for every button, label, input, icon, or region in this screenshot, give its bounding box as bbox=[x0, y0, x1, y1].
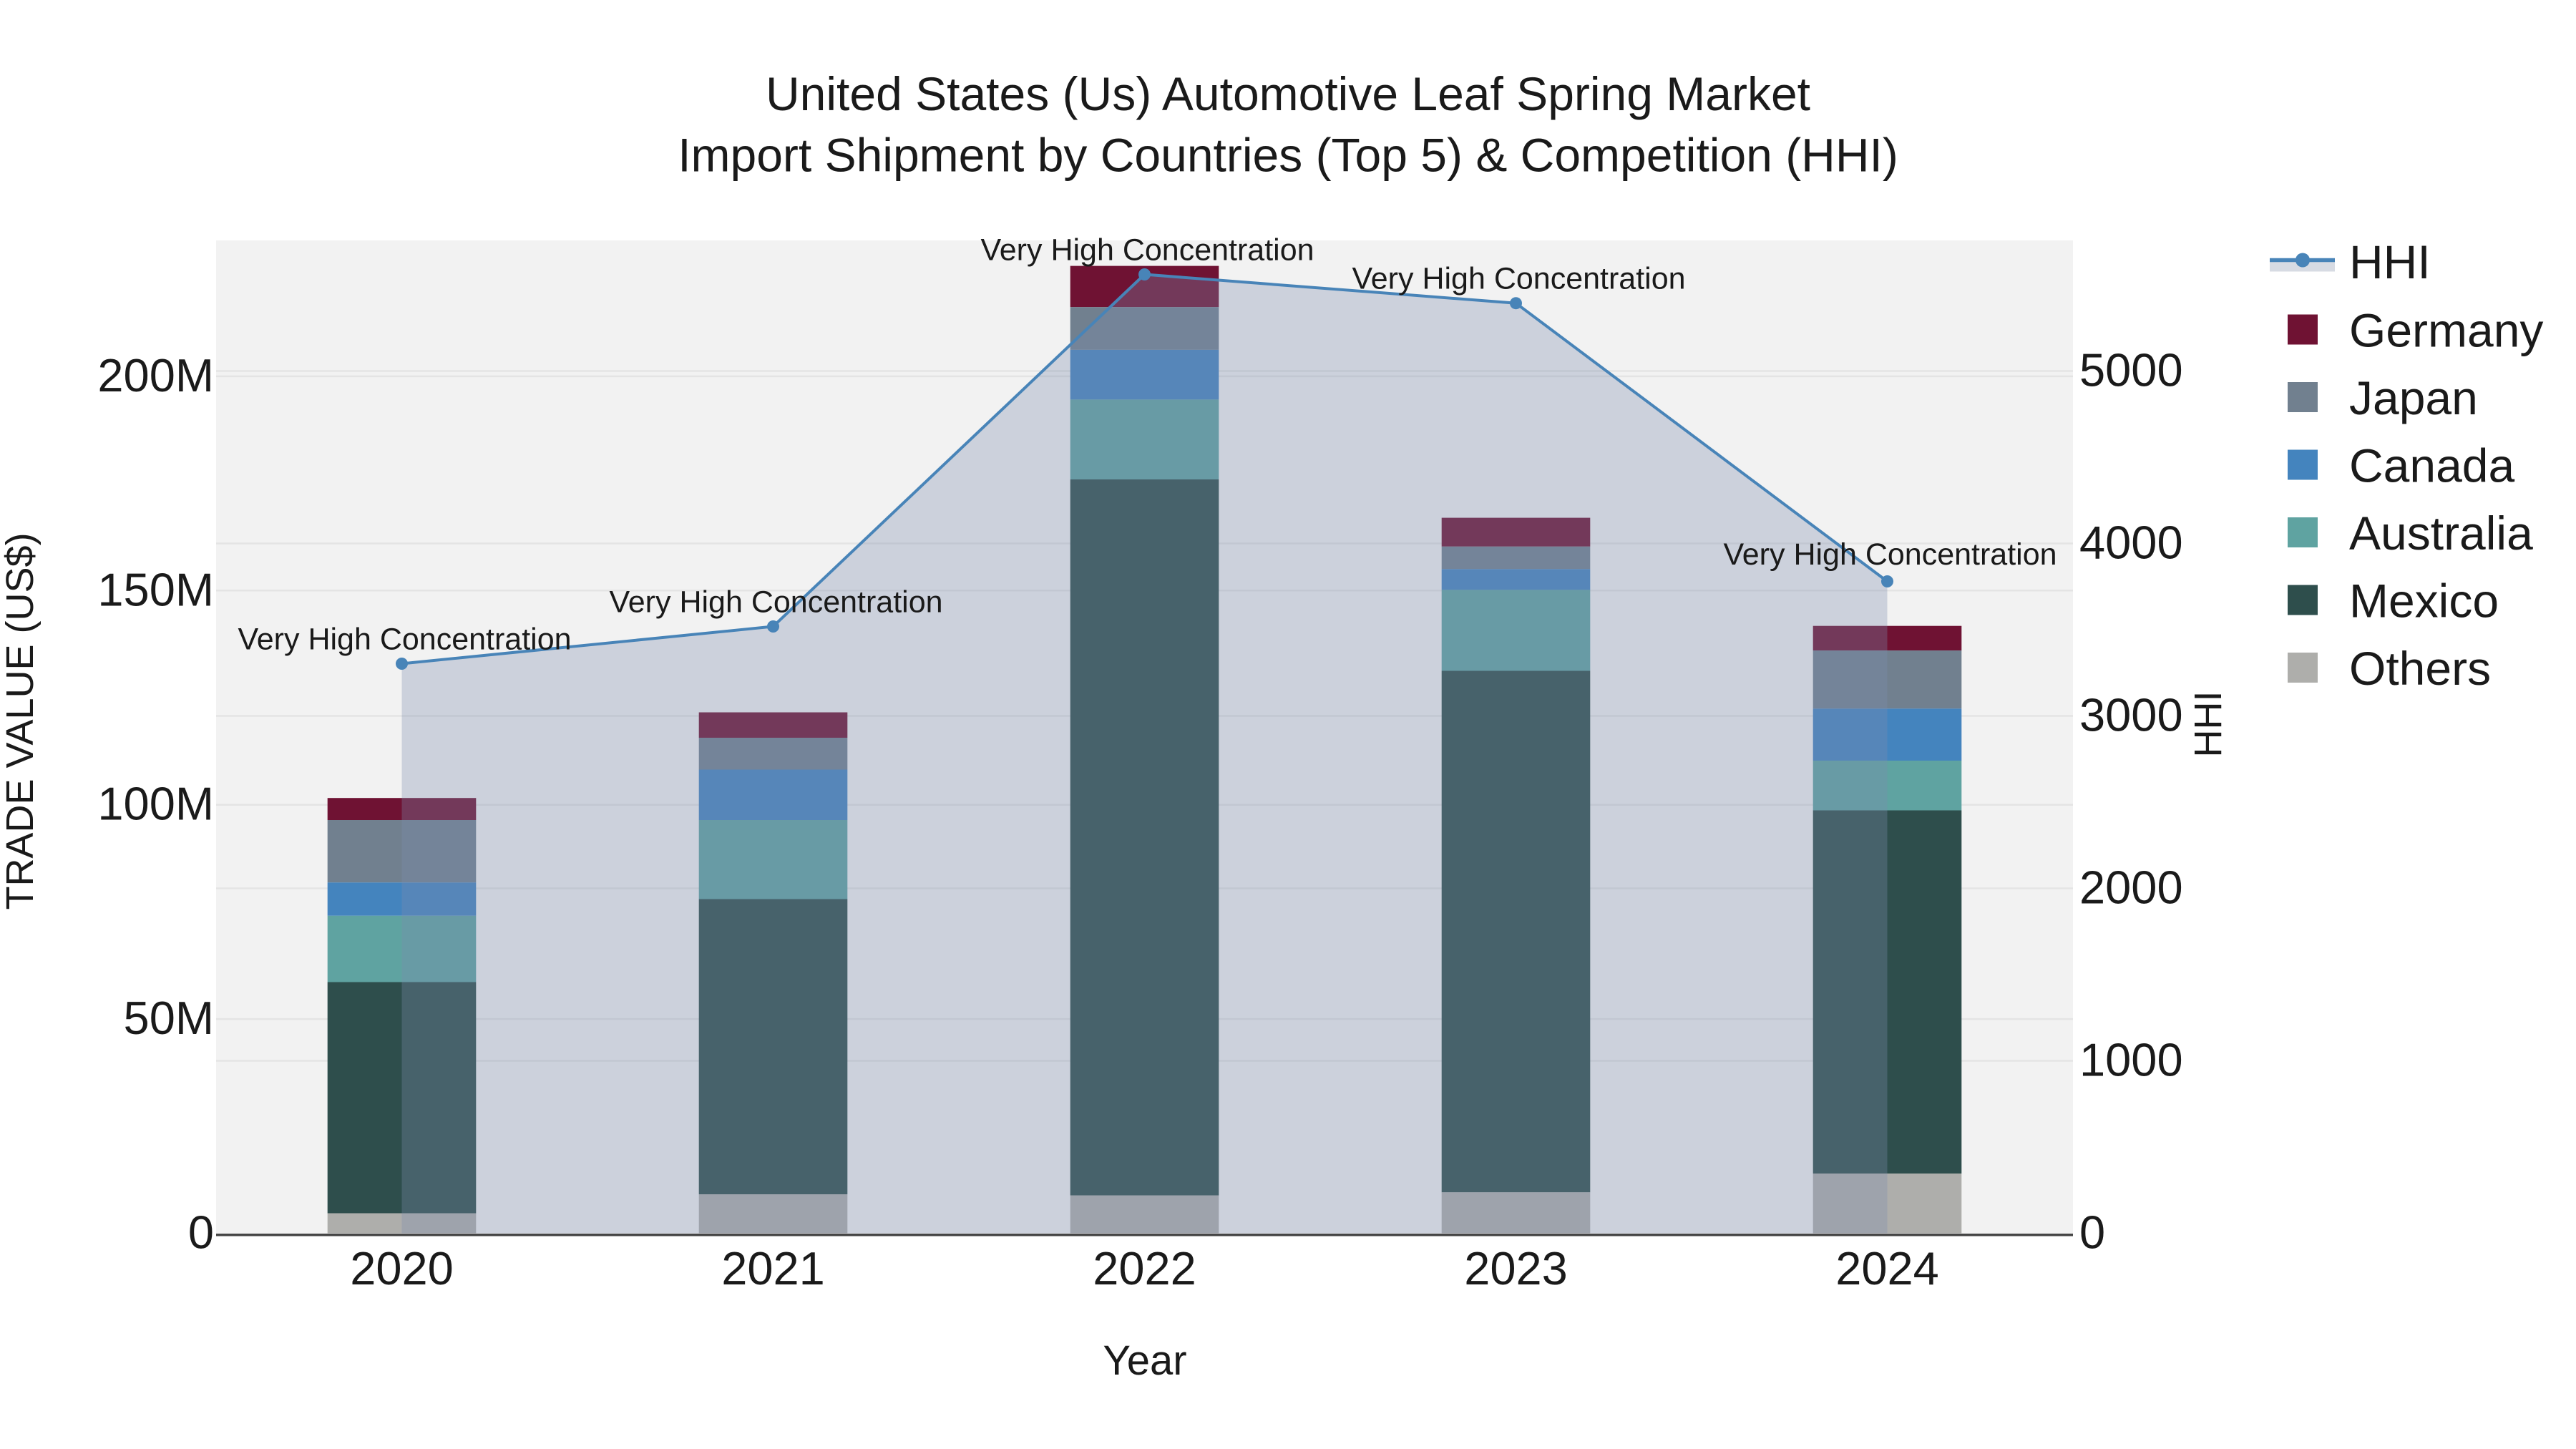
svg-text:Germany: Germany bbox=[2349, 304, 2543, 357]
svg-text:4000: 4000 bbox=[2079, 517, 2183, 569]
svg-text:Very High Concentration: Very High Concentration bbox=[238, 623, 571, 657]
svg-text:2022: 2022 bbox=[1093, 1242, 1196, 1294]
svg-text:0: 0 bbox=[188, 1206, 214, 1259]
svg-text:Very High Concentration: Very High Concentration bbox=[1723, 537, 2057, 572]
svg-text:100M: 100M bbox=[97, 778, 214, 830]
svg-text:150M: 150M bbox=[97, 563, 214, 615]
svg-text:Very High Concentration: Very High Concentration bbox=[609, 585, 942, 620]
svg-text:HHI: HHI bbox=[2187, 691, 2230, 758]
svg-text:Very High Concentration: Very High Concentration bbox=[980, 233, 1314, 268]
svg-text:1000: 1000 bbox=[2079, 1034, 2183, 1086]
svg-text:Year: Year bbox=[1103, 1337, 1186, 1384]
svg-text:Canada: Canada bbox=[2349, 439, 2514, 492]
svg-text:HHI: HHI bbox=[2349, 235, 2431, 288]
svg-text:50M: 50M bbox=[124, 992, 214, 1044]
svg-text:2021: 2021 bbox=[721, 1242, 825, 1294]
svg-text:2020: 2020 bbox=[350, 1242, 454, 1294]
svg-text:3000: 3000 bbox=[2079, 689, 2183, 741]
svg-text:5000: 5000 bbox=[2079, 344, 2183, 396]
svg-text:2024: 2024 bbox=[1835, 1242, 1939, 1294]
svg-text:United States (Us) Automotive: United States (Us) Automotive Leaf Sprin… bbox=[766, 67, 1810, 120]
svg-text:Australia: Australia bbox=[2349, 507, 2533, 560]
svg-text:TRADE VALUE (US$): TRADE VALUE (US$) bbox=[0, 532, 42, 909]
svg-text:0: 0 bbox=[2079, 1206, 2105, 1259]
svg-text:2000: 2000 bbox=[2079, 862, 2183, 914]
svg-text:Mexico: Mexico bbox=[2349, 575, 2499, 628]
svg-text:2023: 2023 bbox=[1464, 1242, 1568, 1294]
svg-text:200M: 200M bbox=[97, 349, 214, 401]
svg-text:Japan: Japan bbox=[2349, 371, 2478, 424]
svg-text:Very High Concentration: Very High Concentration bbox=[1352, 262, 1685, 296]
svg-text:Others: Others bbox=[2349, 642, 2491, 695]
svg-text:Import Shipment by Countries (: Import Shipment by Countries (Top 5) & C… bbox=[678, 128, 1898, 181]
